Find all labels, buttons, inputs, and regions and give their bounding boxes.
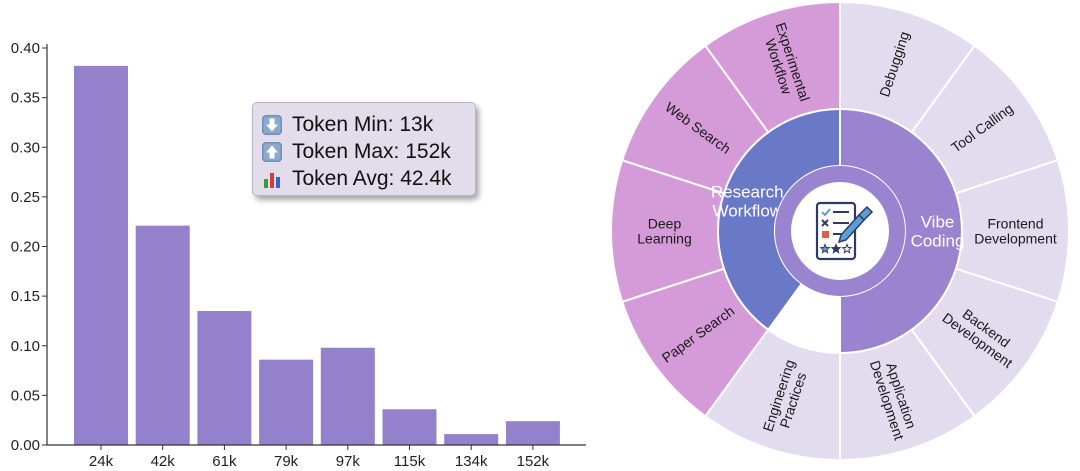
y-tick-label: 0.20	[11, 239, 40, 256]
legend-label-avg: Token Avg: 42.4k	[292, 166, 452, 190]
y-tick-label: 0.15	[11, 288, 40, 305]
x-tick-label: 115k	[394, 453, 426, 470]
y-tick-label: 0.40	[11, 40, 40, 57]
arrow-down-icon	[262, 114, 282, 135]
y-tick-label: 0.35	[11, 90, 40, 107]
bar-97k	[320, 347, 375, 445]
bar-42k	[135, 225, 190, 445]
bar-115k	[382, 409, 437, 445]
sunburst-label-vibe-coding: Vibe Coding	[911, 213, 965, 251]
sunburst-label-deep-learning: Deep Learning	[637, 216, 692, 247]
sunburst-outer-engineering-practices	[704, 328, 841, 462]
y-tick-label: 0.30	[11, 139, 40, 156]
legend-row-min: Token Min: 13k	[261, 111, 475, 138]
y-tick-label: 0.00	[11, 437, 40, 454]
bar-chart: 24k 42k 61k 79k 97k 115k 134k 152k 0.00 0.05 0.10 0…	[11, 40, 586, 470]
token-stats-legend: Token Min: 13k Token Max: 152k Token Avg…	[252, 102, 476, 196]
sunburst-label-research-workflow: Research Workflow	[711, 182, 784, 220]
x-tick-label: 61k	[212, 453, 237, 470]
bar-79k	[259, 359, 314, 445]
bar-24k	[74, 65, 128, 446]
bar-chart-icon	[264, 172, 280, 188]
x-tick-label: 134k	[455, 453, 488, 470]
bar-61k	[197, 311, 252, 445]
legend-label-max: Token Max: 152k	[292, 139, 451, 163]
x-tick-label: 79k	[274, 453, 299, 470]
y-tick-label: 0.10	[11, 338, 40, 355]
x-tick-label: 24k	[89, 453, 114, 470]
checklist-pencil-icon	[815, 201, 874, 261]
legend-row-max: Token Max: 152k	[261, 138, 475, 165]
y-tick-label: 0.25	[11, 189, 40, 206]
bar-134k	[444, 434, 499, 445]
x-tick-label: 97k	[336, 453, 361, 470]
sunburst-label-frontend-development: Frontend Development	[974, 216, 1057, 247]
x-tick-label: 42k	[151, 453, 176, 470]
x-tick-label: 152k	[517, 453, 550, 470]
legend-row-avg: Token Avg: 42.4k	[261, 165, 475, 192]
bar-152k	[505, 421, 560, 445]
legend-label-min: Token Min: 13k	[292, 112, 434, 136]
y-tick-label: 0.05	[11, 387, 40, 404]
arrow-up-icon	[262, 141, 282, 162]
